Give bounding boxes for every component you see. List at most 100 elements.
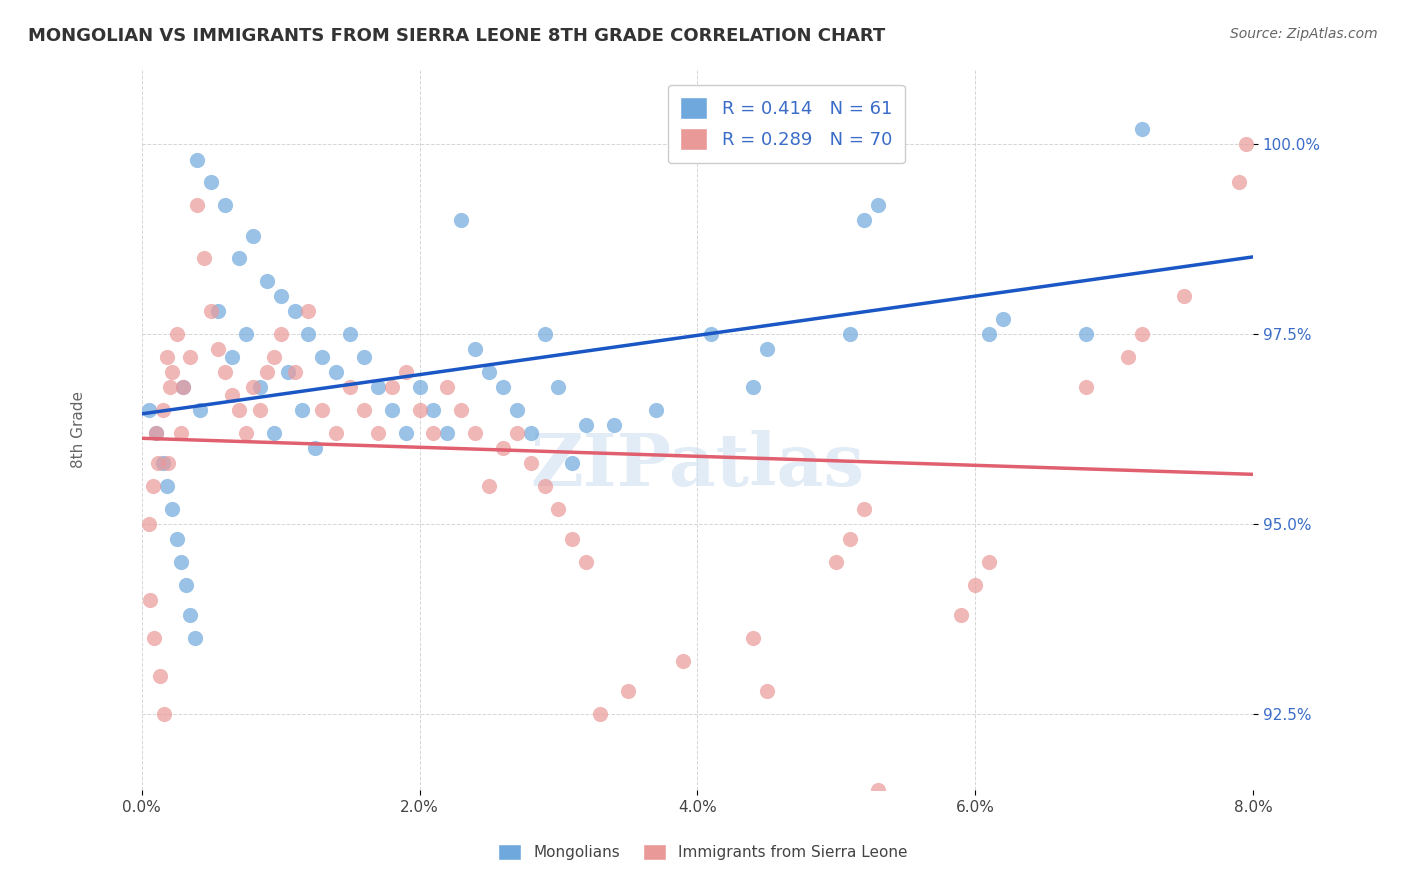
Point <box>1076 327 1098 342</box>
Point <box>866 198 889 212</box>
Text: Source: ZipAtlas.com: Source: ZipAtlas.com <box>1230 27 1378 41</box>
Point <box>235 327 257 342</box>
Point <box>207 304 229 318</box>
Point <box>152 403 174 417</box>
Point <box>589 706 612 721</box>
Point <box>991 312 1014 326</box>
Point <box>166 327 188 342</box>
Point <box>617 684 640 698</box>
Point <box>242 228 264 243</box>
Point <box>1130 122 1153 136</box>
Legend: Mongolians, Immigrants from Sierra Leone: Mongolians, Immigrants from Sierra Leone <box>492 838 914 866</box>
Point <box>644 403 666 417</box>
Point <box>1173 289 1195 303</box>
Point <box>561 533 583 547</box>
Point <box>170 555 193 569</box>
Point <box>353 403 375 417</box>
Point <box>866 782 889 797</box>
Point <box>284 304 307 318</box>
Point <box>422 403 444 417</box>
Point <box>138 517 160 532</box>
Point <box>325 365 347 379</box>
Point <box>221 350 243 364</box>
Point <box>200 304 222 318</box>
Point <box>547 380 569 394</box>
Point <box>179 350 201 364</box>
Point <box>519 425 541 440</box>
Point <box>672 654 695 668</box>
Point <box>367 380 389 394</box>
Point <box>162 365 184 379</box>
Point <box>436 425 458 440</box>
Point <box>148 456 170 470</box>
Point <box>297 327 319 342</box>
Point <box>825 555 848 569</box>
Point <box>172 380 194 394</box>
Point <box>464 425 486 440</box>
Point <box>742 631 765 645</box>
Point <box>492 380 515 394</box>
Point <box>367 425 389 440</box>
Point <box>270 289 292 303</box>
Point <box>290 403 312 417</box>
Point <box>506 425 529 440</box>
Point <box>353 350 375 364</box>
Point <box>311 350 333 364</box>
Point <box>575 418 598 433</box>
Point <box>193 252 215 266</box>
Point <box>214 365 236 379</box>
Point <box>965 578 987 592</box>
Point <box>755 684 778 698</box>
Legend: R = 0.414   N = 61, R = 0.289   N = 70: R = 0.414 N = 61, R = 0.289 N = 70 <box>668 85 905 163</box>
Y-axis label: 8th Grade: 8th Grade <box>72 391 86 467</box>
Point <box>325 425 347 440</box>
Point <box>1227 175 1250 189</box>
Point <box>186 153 208 167</box>
Point <box>221 388 243 402</box>
Text: MONGOLIAN VS IMMIGRANTS FROM SIERRA LEONE 8TH GRADE CORRELATION CHART: MONGOLIAN VS IMMIGRANTS FROM SIERRA LEON… <box>28 27 886 45</box>
Point <box>450 403 472 417</box>
Point <box>339 380 361 394</box>
Point <box>339 327 361 342</box>
Point <box>1116 350 1139 364</box>
Point <box>183 631 205 645</box>
Point <box>149 669 172 683</box>
Point <box>263 425 285 440</box>
Point <box>297 304 319 318</box>
Point <box>977 555 1000 569</box>
Point <box>478 365 501 379</box>
Point <box>561 456 583 470</box>
Point <box>263 350 285 364</box>
Point <box>381 403 404 417</box>
Point <box>277 365 299 379</box>
Point <box>311 403 333 417</box>
Point <box>381 380 404 394</box>
Point <box>153 706 176 721</box>
Point <box>478 479 501 493</box>
Point <box>228 403 250 417</box>
Point <box>853 213 876 227</box>
Point <box>235 425 257 440</box>
Point <box>142 479 165 493</box>
Point <box>145 425 167 440</box>
Text: ZIPatlas: ZIPatlas <box>530 430 865 500</box>
Point <box>186 198 208 212</box>
Point <box>547 502 569 516</box>
Point <box>162 502 184 516</box>
Point <box>170 425 193 440</box>
Point <box>143 631 166 645</box>
Point <box>700 327 723 342</box>
Point <box>436 380 458 394</box>
Point <box>139 593 162 607</box>
Point <box>408 403 430 417</box>
Point <box>853 502 876 516</box>
Point <box>242 380 264 394</box>
Point <box>304 441 326 455</box>
Point <box>152 456 174 470</box>
Point <box>950 608 973 623</box>
Point <box>450 213 472 227</box>
Point <box>575 555 598 569</box>
Point <box>519 456 541 470</box>
Point <box>156 350 179 364</box>
Point <box>157 456 180 470</box>
